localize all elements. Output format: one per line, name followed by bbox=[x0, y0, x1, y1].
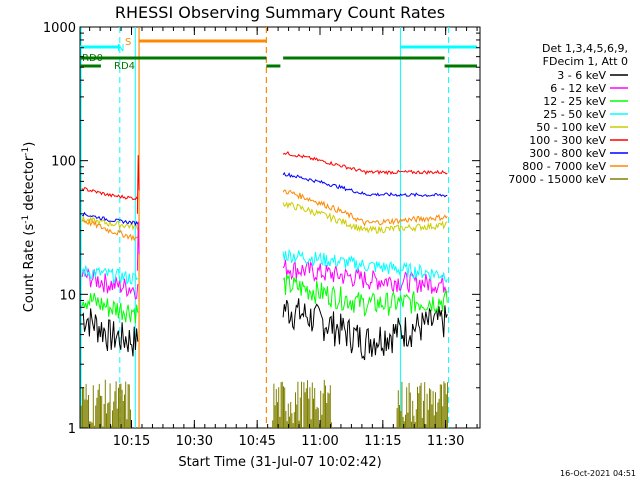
series-line-7-b bbox=[282, 189, 448, 227]
series-line-5-a bbox=[81, 187, 139, 201]
x-axis-label: Start Time (31-Jul-07 10:02:42) bbox=[178, 455, 381, 470]
series-line-2-b bbox=[282, 273, 448, 317]
rd4-label: RD4 bbox=[114, 61, 135, 72]
rd0-label: RD0 bbox=[82, 53, 103, 64]
legend-label-5: 100 - 300 keV bbox=[529, 134, 606, 147]
legend-label-6: 300 - 800 keV bbox=[529, 147, 606, 160]
series-line-4-b bbox=[282, 201, 448, 234]
series-line-8-2 bbox=[396, 381, 448, 428]
legend-header-0: Det 1,3,4,5,6,9, bbox=[542, 42, 628, 55]
x-tick-label-3: 11:00 bbox=[301, 434, 338, 449]
series-line-1-b bbox=[282, 259, 448, 295]
series-line-8-1 bbox=[272, 379, 332, 428]
legend-label-1: 6 - 12 keV bbox=[550, 82, 606, 95]
spike-red bbox=[136, 155, 140, 214]
y-axis-label: Count Rate (s-1 detector-1) bbox=[21, 142, 37, 313]
spike-mag bbox=[136, 221, 140, 271]
series-line-6-b bbox=[282, 171, 448, 198]
legend-header-1: FDecim 1, Att 0 bbox=[543, 55, 628, 68]
legend-label-3: 25 - 50 keV bbox=[543, 108, 606, 121]
series-line-3-a bbox=[81, 265, 139, 285]
axis-layer: 1 10 100 1000 10:15 10:30 10:45 11:00 11:15 11:30 bbox=[43, 21, 480, 449]
series-line-1-a bbox=[81, 267, 139, 300]
series-line-5-b bbox=[282, 151, 448, 176]
series-line-0-a bbox=[81, 308, 139, 357]
series-line-2-a bbox=[81, 292, 139, 324]
night-label: N bbox=[117, 43, 124, 54]
legend-label-7: 800 - 7000 keV bbox=[522, 160, 606, 173]
series-line-3-b bbox=[282, 248, 448, 284]
series-line-7-a bbox=[81, 218, 139, 242]
series-layer bbox=[80, 151, 448, 428]
x-tick-label-4: 11:15 bbox=[364, 434, 401, 449]
x-tick-label-0: 10:15 bbox=[113, 434, 150, 449]
y-tick-label-0: 1 bbox=[68, 422, 76, 437]
x-tick-label-1: 10:30 bbox=[176, 434, 213, 449]
x-tick-label-2: 10:45 bbox=[238, 434, 275, 449]
y-tick-label-1: 10 bbox=[59, 288, 76, 303]
legend-label-4: 50 - 100 keV bbox=[536, 121, 606, 134]
legend: Det 1,3,4,5,6,9,FDecim 1, Att 03 - 6 keV… bbox=[508, 42, 628, 186]
y-tick-label-2: 100 bbox=[51, 155, 76, 170]
timestamp: 16-Oct-2021 04:51 bbox=[560, 469, 636, 478]
legend-label-8: 7000 - 15000 keV bbox=[508, 173, 606, 186]
legend-label-2: 12 - 25 keV bbox=[543, 95, 606, 108]
flag-layer: SN RD0 RD4 bbox=[80, 27, 477, 428]
legend-label-0: 3 - 6 keV bbox=[557, 69, 606, 82]
series-line-6-a bbox=[81, 211, 139, 227]
series-line-8-0 bbox=[80, 379, 131, 428]
y-tick-label-3: 1000 bbox=[43, 21, 76, 36]
saa-label: S bbox=[125, 37, 131, 48]
x-tick-label-5: 11:30 bbox=[427, 434, 464, 449]
series-line-0-b bbox=[282, 298, 448, 361]
chart-title: RHESSI Observing Summary Count Rates bbox=[115, 3, 445, 22]
